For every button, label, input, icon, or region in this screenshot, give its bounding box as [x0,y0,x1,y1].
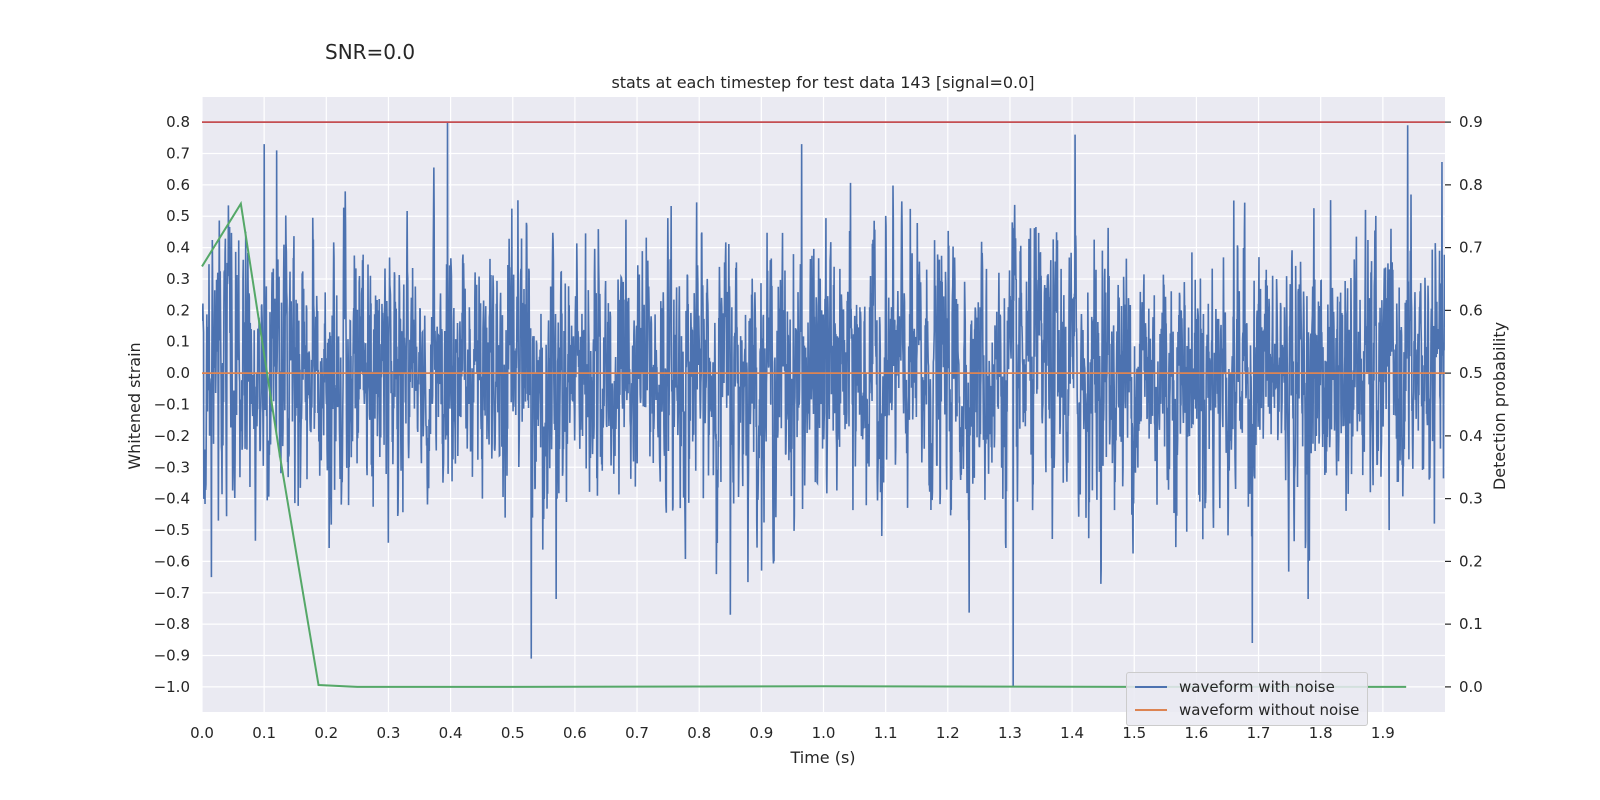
y-tick-label: −0.1 [154,396,190,414]
y2-tick-label: 0.5 [1459,364,1483,382]
y2-tick-label: 0.3 [1459,490,1483,508]
y-tick-label: −0.4 [154,490,190,508]
series-line-noisy [202,122,1445,687]
y-tick-label: 0.0 [166,364,190,382]
x-tick-label: 1.0 [812,724,836,742]
y-tick-label: 0.4 [166,239,190,257]
y2-tick-label: 0.0 [1459,678,1483,696]
x-tick-label: 1.9 [1371,724,1395,742]
x-tick-label: 0.8 [687,724,711,742]
left-axis-ticks: 0.8 0.7 0.6 0.5 0.4 0.3 0.2 0.1 0.0 −0.1 −0.2 −0.3 −… [154,113,190,696]
x-tick-label: 1.6 [1184,724,1208,742]
legend-label-noisy: waveform with noise [1179,678,1335,696]
legend-swatch-clean [1135,709,1167,711]
y-tick-label: 0.1 [166,333,190,351]
legend-item-clean: waveform without noise [1127,699,1359,721]
y2-axis-label: Detection probability [1490,322,1509,490]
y-tick-label: 0.5 [166,207,190,225]
x-axis-ticks: 0.0 0.1 0.2 0.3 0.4 0.5 0.6 0.7 0.8 0.9 1.0 1.1 1.2 1… [190,724,1395,742]
x-tick-label: 1.4 [1060,724,1084,742]
x-tick-label: 1.8 [1309,724,1333,742]
x-tick-label: 1.3 [998,724,1022,742]
series-layer [201,121,1445,688]
x-tick-label: 0.9 [749,724,773,742]
legend-swatch-noisy [1135,686,1167,688]
y2-tick-label: 0.9 [1459,113,1483,131]
x-tick-label: 1.1 [874,724,898,742]
y-tick-label: 0.2 [166,301,190,319]
y-tick-label: −0.7 [154,584,190,602]
y-tick-label: −0.5 [154,521,190,539]
x-axis-label: Time (s) [789,748,855,767]
x-tick-label: 1.5 [1122,724,1146,742]
x-tick-label: 0.1 [252,724,276,742]
figure-suptitle: SNR=0.0 [325,40,416,64]
x-tick-label: 0.4 [439,724,463,742]
chart-title: stats at each timestep for test data 143… [611,73,1034,92]
y2-tick-label: 0.4 [1459,427,1483,445]
y-tick-label: 0.7 [166,144,190,162]
y-tick-label: −0.8 [154,615,190,633]
y-tick-label: 0.8 [166,113,190,131]
y-tick-label: −0.3 [154,458,190,476]
y-axis-label: Whitened strain [125,342,144,469]
x-tick-label: 1.2 [936,724,960,742]
y-tick-label: −0.6 [154,552,190,570]
x-tick-label: 0.6 [563,724,587,742]
y-tick-label: −1.0 [154,678,190,696]
x-tick-label: 0.3 [377,724,401,742]
legend: waveform with noise waveform without noi… [1126,672,1368,726]
x-tick-label: 0.2 [314,724,338,742]
y-tick-label: −0.2 [154,427,190,445]
x-tick-label: 0.5 [501,724,525,742]
y-tick-label: 0.6 [166,176,190,194]
y2-tick-label: 0.1 [1459,615,1483,633]
x-tick-label: 0.0 [190,724,214,742]
y-tick-label: −0.9 [154,647,190,665]
y-tick-label: 0.3 [166,270,190,288]
y2-tick-label: 0.2 [1459,552,1483,570]
x-tick-label: 0.7 [625,724,649,742]
y2-tick-label: 0.6 [1459,301,1483,319]
y2-tick-label: 0.7 [1459,239,1483,257]
y2-tick-label: 0.8 [1459,176,1483,194]
x-tick-label: 1.7 [1247,724,1271,742]
legend-item-noisy: waveform with noise [1127,676,1335,698]
right-axis-ticks: 0.9 0.8 0.7 0.6 0.5 0.4 0.3 0.2 0.1 0.0 [1445,113,1483,696]
legend-label-clean: waveform without noise [1179,701,1360,719]
